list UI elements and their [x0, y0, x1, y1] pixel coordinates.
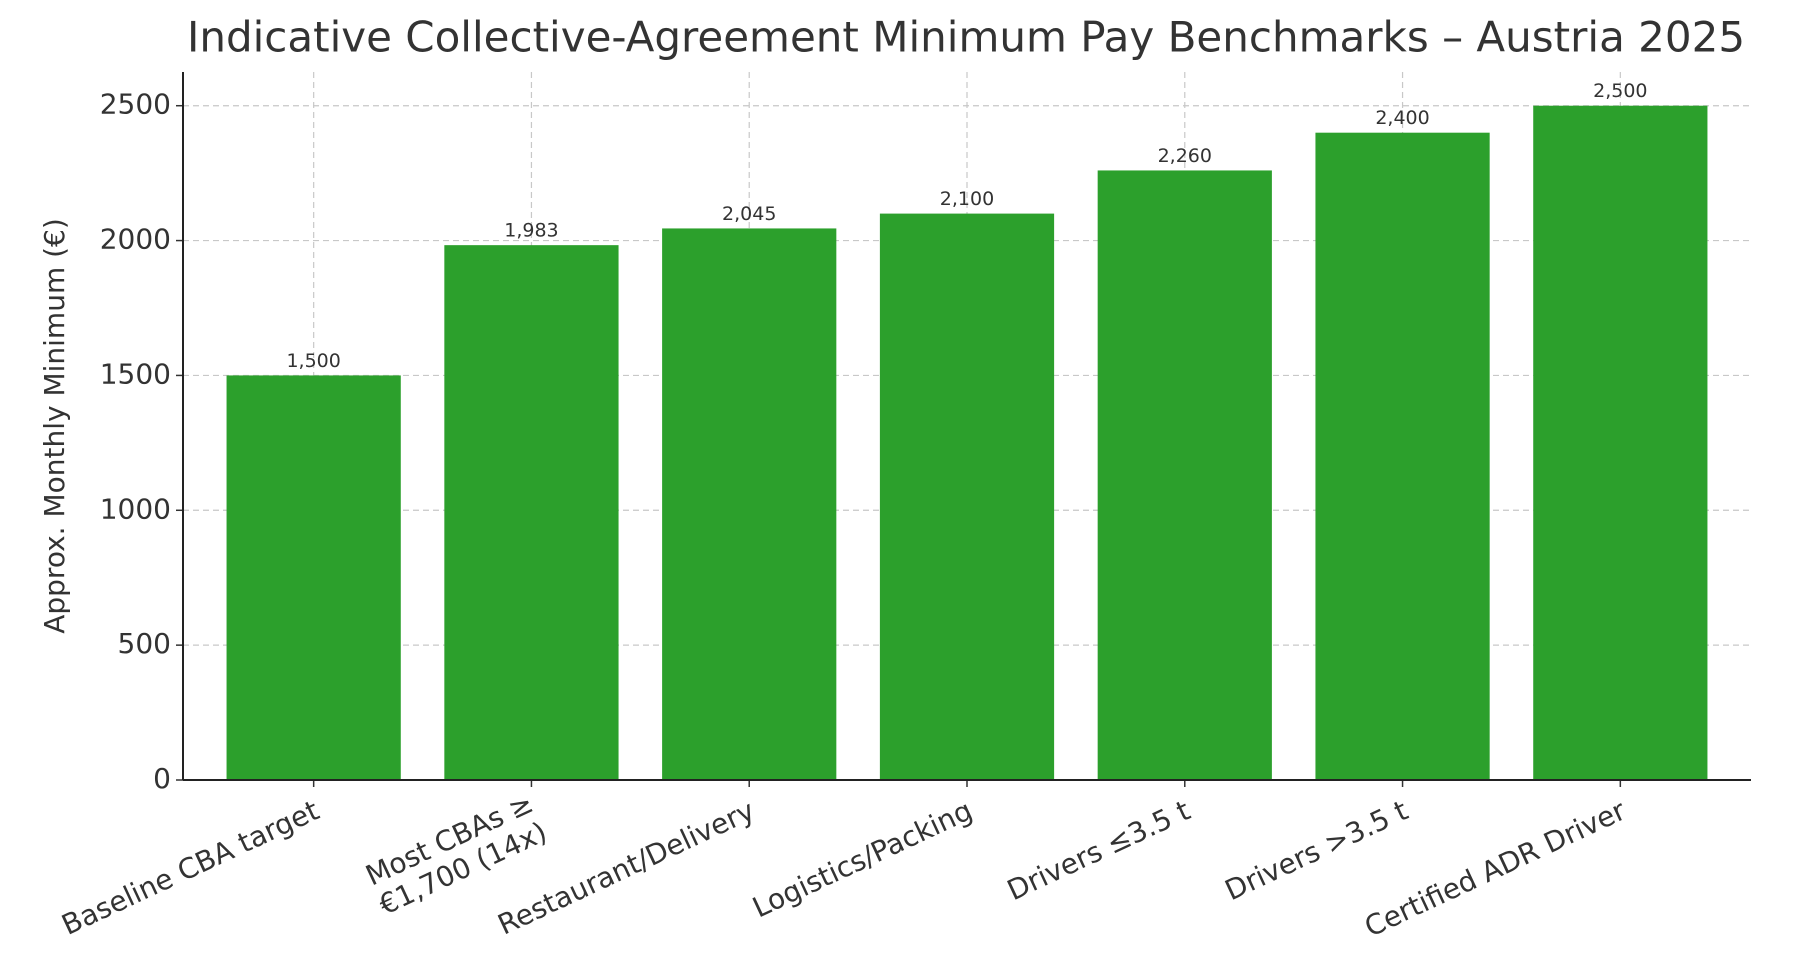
value-label: 1,500 [286, 350, 340, 372]
y-tick-label: 1500 [100, 357, 171, 390]
bar [1097, 170, 1272, 781]
bar [226, 375, 401, 780]
value-label: 2,045 [722, 203, 776, 225]
value-label: 2,100 [940, 188, 994, 210]
y-axis-label: Approx. Monthly Minimum (€) [38, 218, 71, 634]
y-tick-label: 500 [118, 627, 171, 660]
y-tick-label: 2000 [100, 223, 171, 256]
bar [662, 228, 837, 781]
y-tick-label: 0 [153, 762, 171, 795]
bar [1533, 105, 1708, 780]
chart-title: Indicative Collective-Agreement Minimum … [187, 13, 1745, 62]
y-tick-label: 1000 [100, 492, 171, 525]
value-label: 2,260 [1158, 145, 1212, 167]
bar [1315, 132, 1490, 780]
value-label: 2,500 [1593, 80, 1647, 102]
x-tick-label: Drivers >3.5 t [1220, 794, 1413, 907]
x-tick-label: Baseline CBA target [57, 794, 324, 942]
x-tick-label: Drivers ≤3.5 t [1002, 794, 1195, 907]
y-tick-label: 2500 [100, 88, 171, 121]
value-label: 1,983 [504, 220, 558, 242]
bar [879, 213, 1055, 781]
x-tick-label: Logistics/Packing [747, 794, 977, 925]
value-label: 2,400 [1375, 107, 1429, 129]
bar [444, 245, 619, 781]
